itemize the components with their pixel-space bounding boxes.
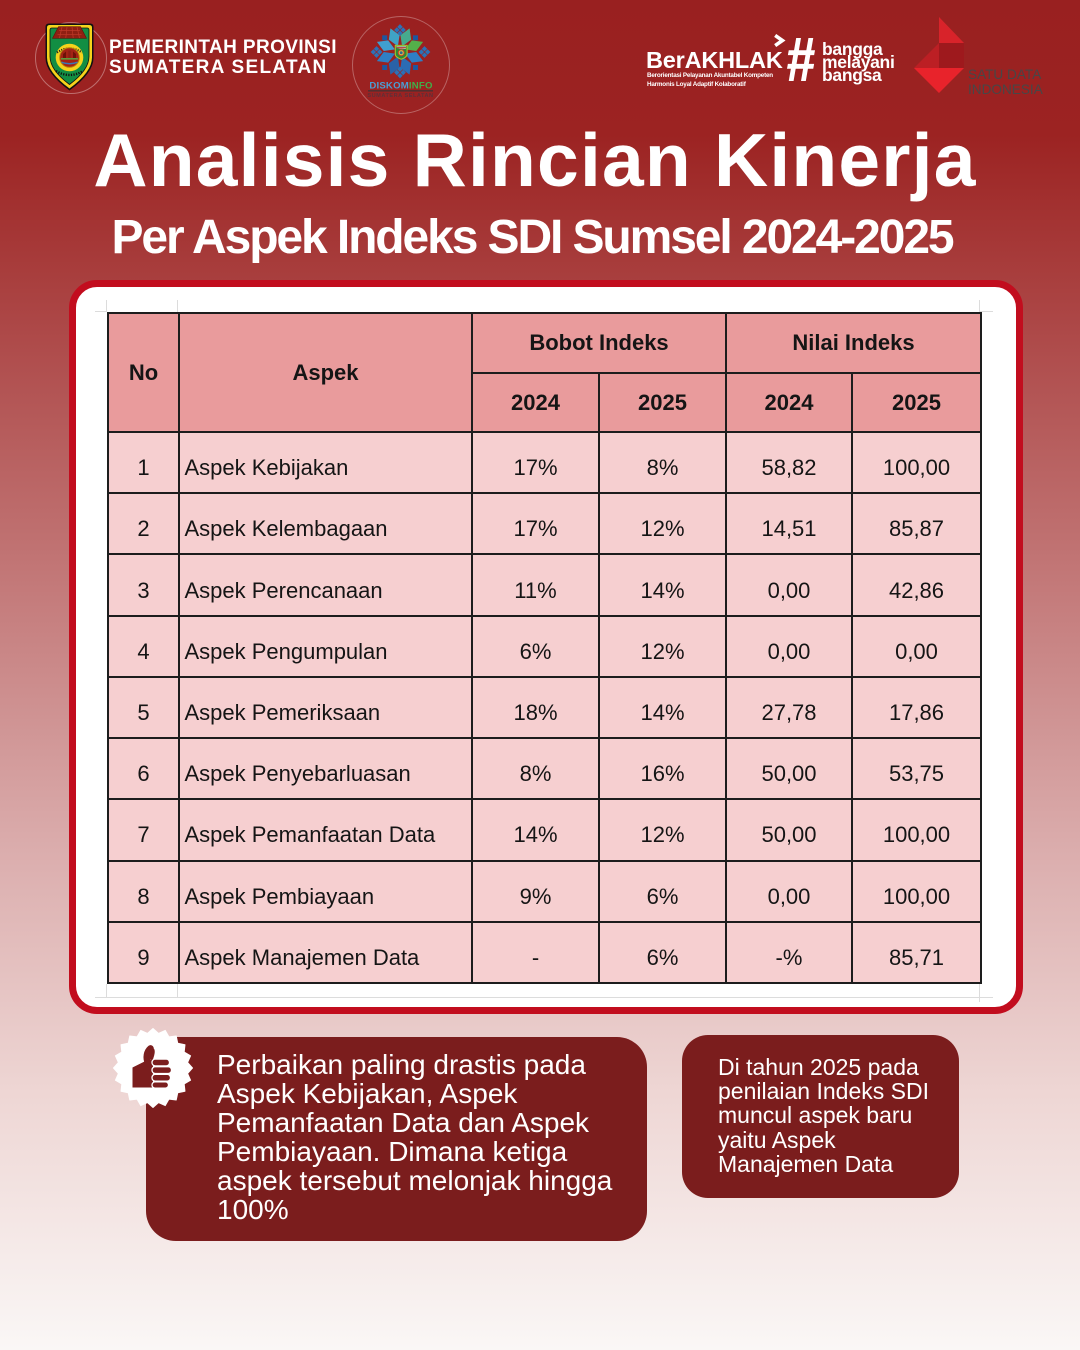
svg-text:DISKOMINFO: DISKOMINFO: [369, 81, 433, 92]
svg-text:SUMATERA SELATAN: SUMATERA SELATAN: [367, 93, 433, 99]
